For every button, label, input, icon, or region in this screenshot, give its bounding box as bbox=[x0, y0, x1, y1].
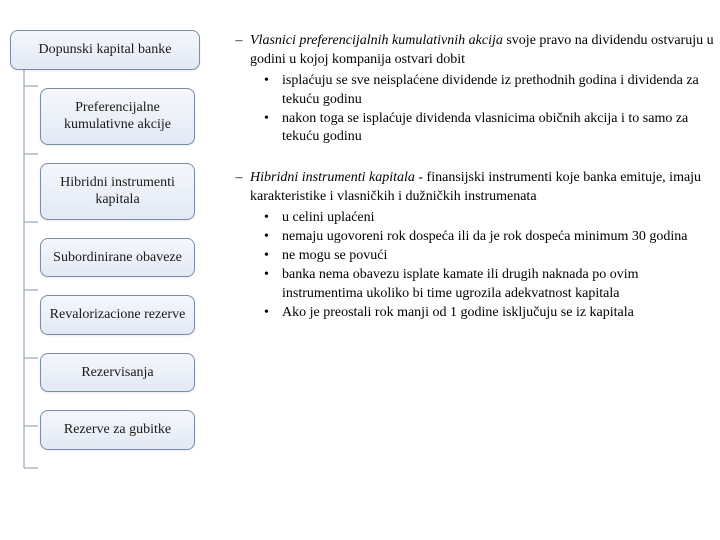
dash-icon: – bbox=[228, 169, 250, 322]
sidebar-item-5: Rezerve za gubitke bbox=[40, 410, 195, 450]
block2-lead: Hibridni instrumenti kapitala - finansij… bbox=[250, 170, 701, 204]
bullet-icon: • bbox=[264, 304, 282, 323]
block2-sub-1: • nemaju ugovoreni rok dospeća ili da je… bbox=[250, 228, 718, 247]
block2-sub-3: • banka nema obavezu isplate kamate ili … bbox=[250, 266, 718, 304]
bullet-icon: • bbox=[264, 110, 282, 148]
content-area: – Vlasnici preferencijalnih kumulativnih… bbox=[228, 32, 718, 336]
block1-lead: Vlasnici preferencijalnih kumulativnih a… bbox=[250, 33, 714, 67]
bullet-icon: • bbox=[264, 209, 282, 228]
sidebar-item-4: Rezervisanja bbox=[40, 353, 195, 393]
content-block-2: – Hibridni instrumenti kapitala - finans… bbox=[228, 169, 718, 322]
sidebar-header: Dopunski kapital banke bbox=[10, 30, 200, 70]
block2-sub-4: • Ako je preostali rok manji od 1 godine… bbox=[250, 304, 718, 323]
sidebar-item-2: Subordinirane obaveze bbox=[40, 238, 195, 278]
bullet-icon: • bbox=[264, 247, 282, 266]
block2-sub-0: • u celini uplaćeni bbox=[250, 209, 718, 228]
block1-sub-0: • isplaćuju se sve neisplaćene dividende… bbox=[250, 72, 718, 110]
block1-sub-1: • nakon toga se isplaćuje dividenda vlas… bbox=[250, 110, 718, 148]
bullet-icon: • bbox=[264, 72, 282, 110]
sidebar: Dopunski kapital banke Preferencijalne k… bbox=[10, 30, 200, 468]
content-block-1: – Vlasnici preferencijalnih kumulativnih… bbox=[228, 32, 718, 147]
sidebar-item-1: Hibridni instrumenti kapitala bbox=[40, 163, 195, 220]
sidebar-item-3: Revalorizacione rezerve bbox=[40, 295, 195, 335]
sidebar-item-0: Preferencijalne kumulativne akcije bbox=[40, 88, 195, 145]
bullet-icon: • bbox=[264, 228, 282, 247]
block2-sub-2: • ne mogu se povući bbox=[250, 247, 718, 266]
bullet-icon: • bbox=[264, 266, 282, 304]
dash-icon: – bbox=[228, 32, 250, 147]
